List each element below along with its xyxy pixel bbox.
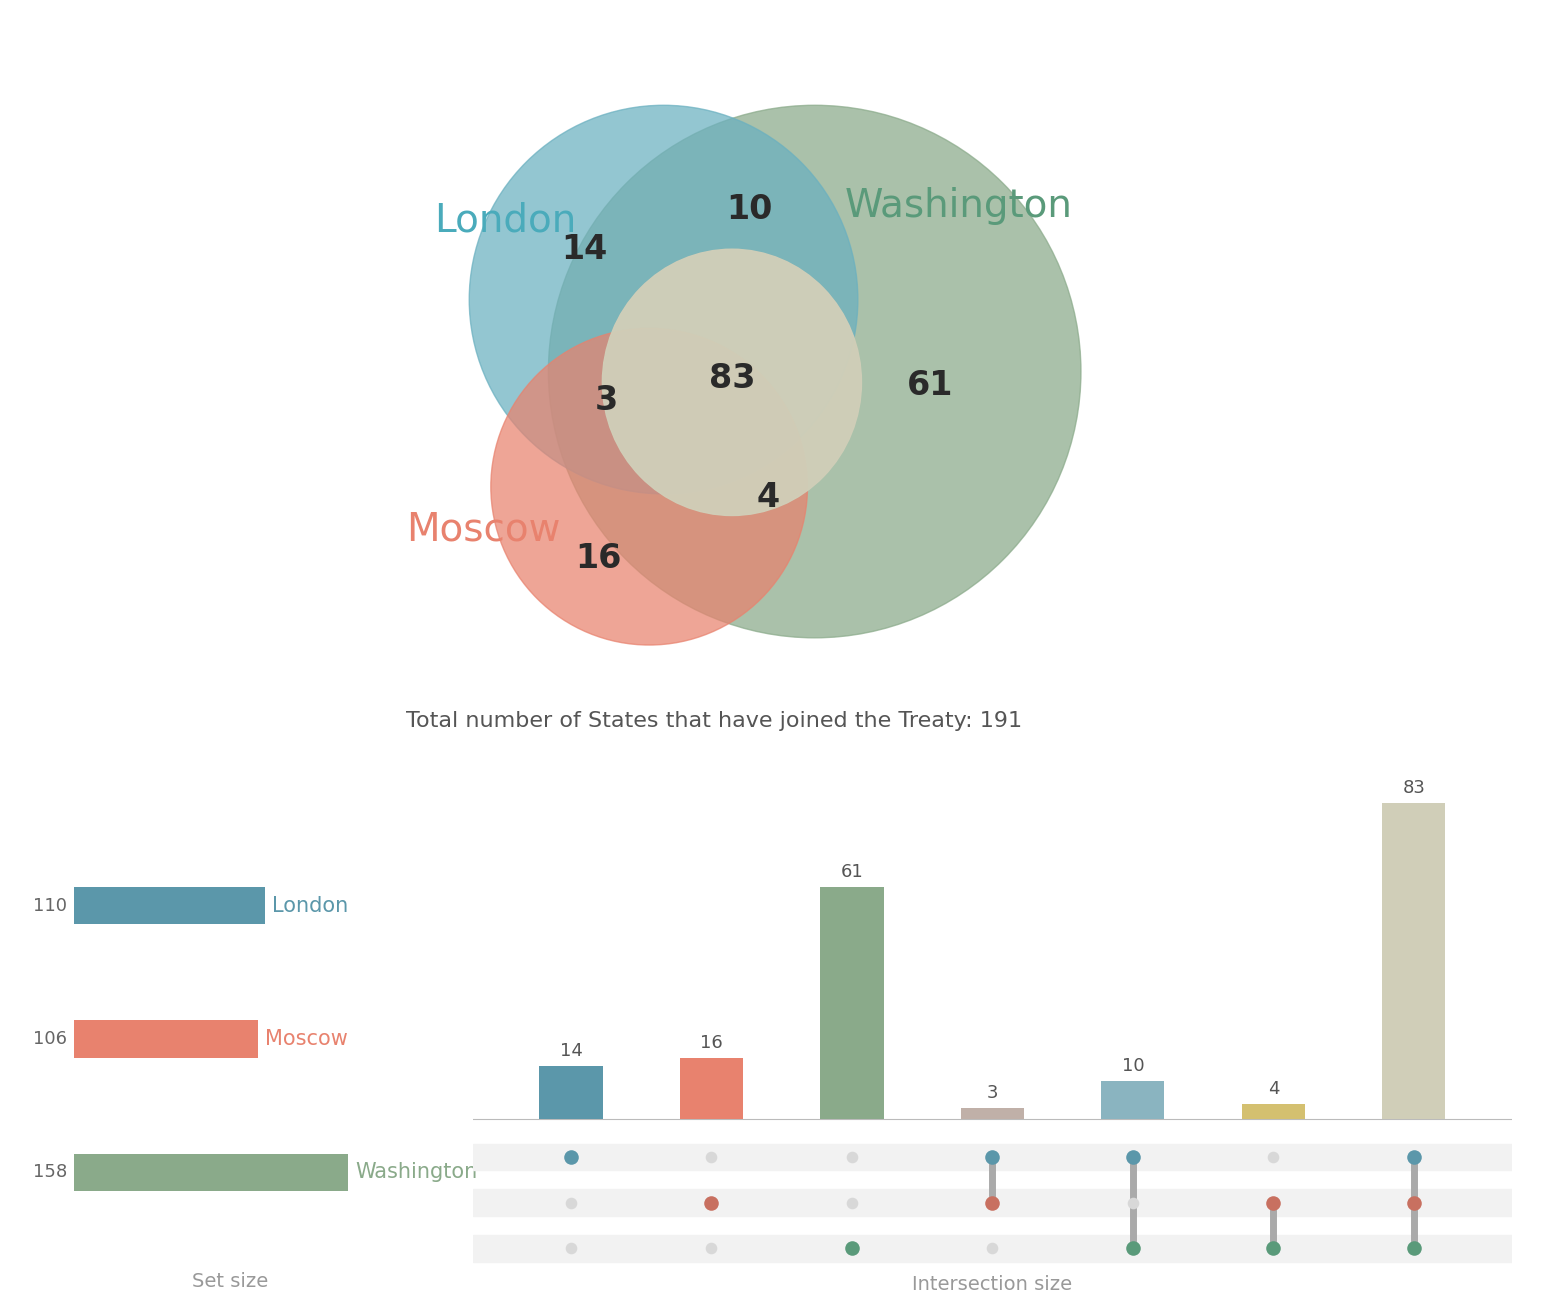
Bar — [923, 1116, 1063, 1279]
Circle shape — [469, 106, 858, 493]
Text: Moscow: Moscow — [265, 1030, 347, 1049]
Bar — [642, 1116, 782, 1279]
Text: 83: 83 — [1403, 779, 1426, 797]
Text: Intersection size: Intersection size — [912, 1275, 1072, 1295]
Point — [1401, 1147, 1426, 1168]
Point — [1261, 1238, 1285, 1259]
Point — [980, 1147, 1004, 1168]
Point — [1120, 1238, 1145, 1259]
Circle shape — [548, 106, 1082, 638]
Text: 4: 4 — [1268, 1081, 1279, 1098]
Text: 14: 14 — [562, 232, 608, 266]
Point — [559, 1147, 583, 1168]
Text: 10: 10 — [727, 193, 773, 226]
Bar — [680, 1058, 744, 1118]
Point — [980, 1193, 1004, 1214]
Bar — [472, 1189, 1512, 1216]
Point — [1401, 1193, 1426, 1214]
Text: London: London — [434, 201, 577, 239]
Bar — [501, 1116, 642, 1279]
Text: 10: 10 — [1122, 1057, 1145, 1075]
Text: Set size: Set size — [191, 1272, 268, 1291]
Ellipse shape — [602, 249, 861, 515]
Text: Washington: Washington — [355, 1163, 477, 1182]
Point — [1120, 1147, 1145, 1168]
Text: 14: 14 — [560, 1041, 582, 1060]
Text: 4: 4 — [756, 482, 779, 514]
Point — [559, 1193, 583, 1214]
Text: London: London — [272, 895, 347, 916]
Bar — [1063, 1116, 1204, 1279]
Text: 3: 3 — [986, 1084, 998, 1101]
Text: 16: 16 — [701, 1035, 722, 1052]
Text: 61: 61 — [841, 863, 863, 881]
Point — [839, 1238, 864, 1259]
Point — [839, 1193, 864, 1214]
Text: 110: 110 — [34, 897, 68, 915]
Bar — [472, 1235, 1512, 1262]
Bar — [1102, 1081, 1165, 1118]
Point — [1120, 1193, 1145, 1214]
Point — [839, 1147, 864, 1168]
Text: Washington: Washington — [844, 187, 1072, 224]
Text: 106: 106 — [34, 1030, 68, 1048]
Point — [980, 1238, 1004, 1259]
Bar — [1344, 1116, 1484, 1279]
Point — [699, 1238, 724, 1259]
Text: Moscow: Moscow — [406, 510, 560, 549]
Circle shape — [491, 329, 807, 645]
Point — [559, 1238, 583, 1259]
Text: 158: 158 — [32, 1163, 68, 1181]
Point — [699, 1193, 724, 1214]
Point — [1401, 1238, 1426, 1259]
Text: 16: 16 — [576, 542, 622, 576]
Bar — [1242, 1104, 1305, 1118]
Bar — [472, 1143, 1512, 1171]
Bar — [74, 1154, 347, 1191]
Bar — [74, 887, 265, 924]
Bar — [74, 1021, 258, 1057]
Bar — [1204, 1116, 1344, 1279]
Point — [1261, 1147, 1285, 1168]
Bar — [540, 1066, 603, 1118]
Bar — [961, 1108, 1025, 1118]
Point — [1261, 1193, 1285, 1214]
Bar — [821, 886, 884, 1118]
Bar — [1383, 803, 1446, 1118]
Text: 3: 3 — [594, 384, 617, 416]
Text: Total number of States that have joined the Treaty: 191: Total number of States that have joined … — [406, 711, 1021, 731]
Text: 61: 61 — [907, 369, 954, 402]
Text: 83: 83 — [708, 363, 755, 395]
Bar — [782, 1116, 923, 1279]
Point — [699, 1147, 724, 1168]
